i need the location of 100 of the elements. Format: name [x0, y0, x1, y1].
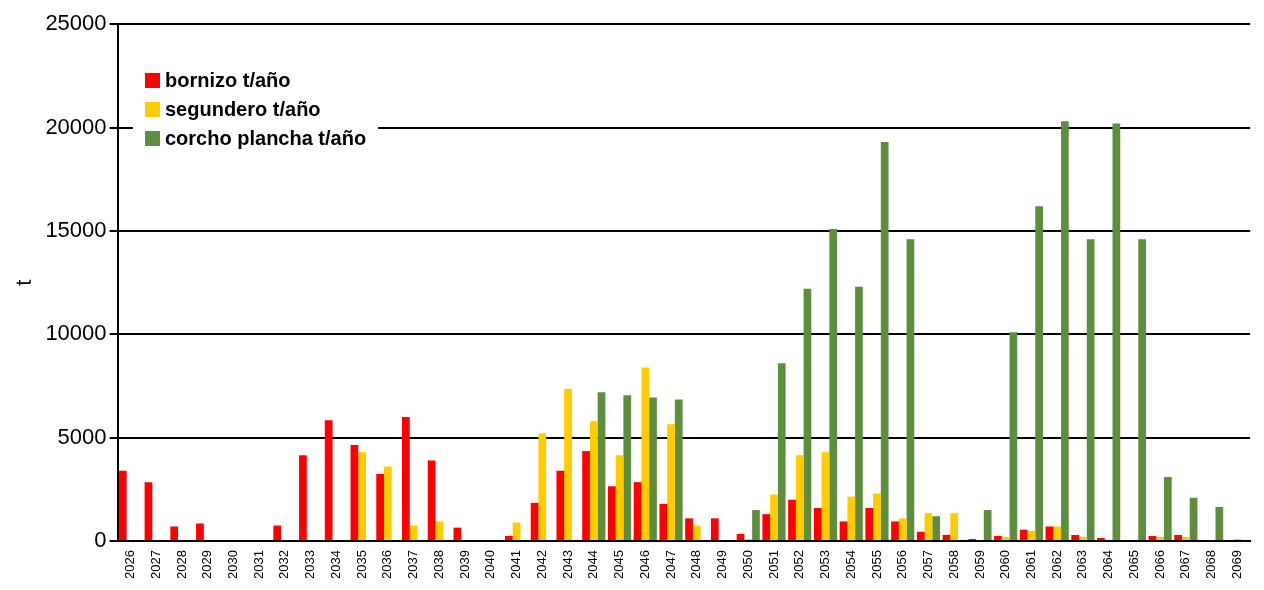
x-tick-label: 2061	[1023, 550, 1038, 579]
y-tick-label: 10000	[45, 320, 107, 346]
bar	[770, 494, 778, 541]
bar	[898, 518, 907, 541]
x-tick-label: 2053	[817, 550, 833, 579]
x-tick-label: 2056	[894, 550, 910, 579]
bar	[1138, 239, 1146, 541]
x-tick-label: 2038	[430, 550, 446, 579]
bar	[891, 521, 899, 541]
y-axis-title: t	[11, 279, 37, 286]
x-tick-label: 2064	[1100, 550, 1116, 579]
y-tick-label: 15000	[45, 217, 107, 243]
bar	[512, 522, 521, 541]
bar	[556, 470, 565, 541]
bar	[144, 482, 153, 541]
y-tick-label: 0	[94, 527, 107, 553]
y-tick-label: 25000	[45, 10, 107, 36]
bar	[813, 508, 822, 541]
bar	[692, 525, 701, 541]
bar	[530, 502, 539, 541]
bar	[589, 421, 598, 541]
x-tick-label: 2027	[147, 550, 163, 579]
bar	[504, 535, 513, 541]
bar	[1189, 497, 1198, 541]
bar	[685, 518, 693, 541]
bar	[803, 288, 812, 541]
x-tick-label: 2031	[250, 550, 266, 579]
bar	[196, 523, 204, 541]
x-tick-label: 2033	[302, 550, 318, 579]
bar	[674, 399, 683, 541]
bar	[427, 460, 436, 541]
legend-label: bornizo t/año	[165, 69, 291, 92]
bar	[1035, 206, 1043, 541]
x-tick-label: 2069	[1228, 550, 1244, 579]
bar	[1001, 536, 1010, 541]
x-tick-label: 2028	[173, 550, 189, 579]
x-tick-label: 2055	[868, 550, 884, 579]
bar	[1174, 534, 1183, 541]
bar	[1163, 476, 1172, 541]
bar	[1009, 332, 1018, 541]
x-tick-label: 2047	[662, 550, 678, 579]
bar	[597, 392, 606, 541]
bar	[538, 433, 547, 541]
bar	[821, 452, 830, 541]
bar	[649, 397, 657, 541]
bar	[299, 455, 307, 541]
y-tick-label: 5000	[57, 423, 107, 449]
x-tick-label: 2050	[739, 550, 755, 579]
x-tick-label: 2029	[199, 550, 215, 579]
bar	[906, 239, 915, 541]
bar	[839, 521, 848, 541]
x-tick-label: 2043	[559, 550, 575, 579]
x-tick-label: 2032	[276, 550, 292, 579]
bar	[564, 389, 572, 541]
bar	[582, 451, 590, 541]
bar	[1156, 536, 1164, 541]
bar	[932, 516, 941, 541]
x-tick-label: 2065	[1125, 550, 1141, 579]
bar	[1097, 537, 1105, 541]
bar	[273, 525, 282, 541]
bar	[358, 452, 366, 541]
bar	[170, 526, 179, 541]
x-tick-label: 2062	[1048, 550, 1064, 579]
x-tick-label: 2066	[1151, 550, 1167, 579]
bar	[880, 142, 889, 541]
bar	[983, 510, 992, 541]
bar	[118, 470, 127, 541]
x-tick-label: 2040	[482, 550, 498, 579]
bar	[788, 499, 796, 541]
bar	[795, 455, 804, 541]
bar	[667, 424, 675, 541]
bar	[659, 503, 668, 541]
x-tick-label: 2044	[585, 550, 601, 579]
bar	[710, 518, 719, 541]
bar	[762, 514, 771, 541]
y-tick-label: 20000	[45, 113, 107, 139]
bar	[994, 535, 1002, 541]
bar	[633, 482, 642, 541]
bar	[855, 286, 863, 541]
x-tick-label: 2058	[945, 550, 961, 579]
bar	[1071, 534, 1080, 541]
bar	[1053, 526, 1062, 541]
x-tick-label: 2057	[920, 550, 936, 579]
bar	[623, 395, 632, 541]
bar	[752, 510, 760, 541]
bar	[829, 228, 838, 541]
x-tick-label: 2046	[636, 550, 652, 579]
x-tick-label: 2036	[379, 550, 395, 579]
bar	[1112, 123, 1121, 541]
x-tick-label: 2059	[971, 550, 987, 579]
bar	[1061, 121, 1069, 541]
x-tick-label: 2041	[508, 550, 524, 579]
x-tick-label: 2067	[1177, 550, 1193, 579]
bar	[384, 466, 392, 541]
bar	[607, 486, 616, 541]
bar	[615, 455, 624, 541]
bar	[777, 363, 786, 541]
bar	[324, 420, 333, 541]
x-tick-label: 2063	[1074, 550, 1090, 579]
x-tick-label: 2051	[765, 550, 781, 579]
